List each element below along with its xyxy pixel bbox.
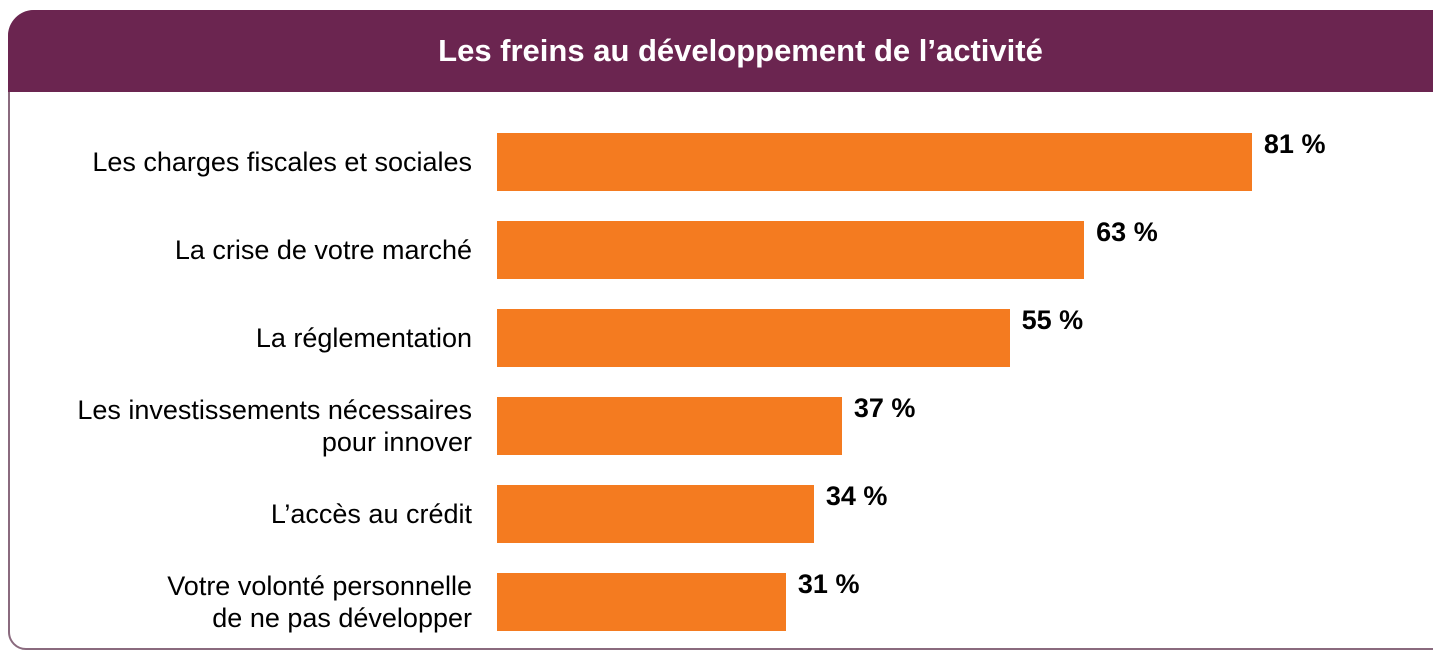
category-label: La crise de votre marché xyxy=(174,235,472,265)
page: Les freins au développement de l’activit… xyxy=(8,10,1433,650)
bar xyxy=(497,221,1085,279)
category-label: La réglementation xyxy=(255,323,472,353)
value-label: 63 % xyxy=(1096,217,1158,247)
value-label: 31 % xyxy=(797,569,860,599)
bar xyxy=(497,309,1010,367)
bar xyxy=(497,133,1252,191)
chart-title: Les freins au développement de l’activit… xyxy=(438,33,1043,68)
category-label: L’accès au crédit xyxy=(270,499,472,529)
category-label: Votre volonté personnelle de ne pas déve… xyxy=(167,571,472,633)
value-label: 37 % xyxy=(853,393,916,423)
bar xyxy=(497,485,814,543)
value-label: 81 % xyxy=(1263,129,1326,159)
bar xyxy=(497,397,842,455)
bar xyxy=(497,573,786,631)
category-label: Les charges fiscales et sociales xyxy=(92,147,472,177)
value-label: 55 % xyxy=(1021,305,1084,335)
category-label: Les investissements nécessaires pour inn… xyxy=(77,395,472,457)
value-label: 34 % xyxy=(825,481,888,511)
header-band xyxy=(8,10,1433,92)
